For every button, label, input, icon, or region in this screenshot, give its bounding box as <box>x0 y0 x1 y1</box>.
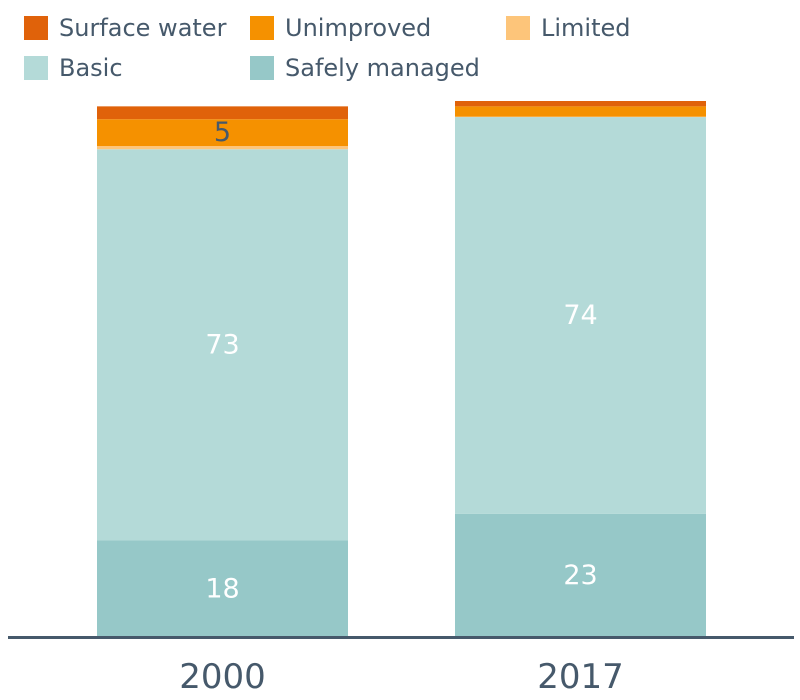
x-tick-2000: 2000 <box>179 657 266 697</box>
legend-label-safely-managed: Safely managed <box>285 54 480 82</box>
legend-item-safely-managed: Safely managed <box>250 54 480 82</box>
data-label-basic-2017: 74 <box>563 300 597 331</box>
data-label-safely-managed-2000: 18 <box>205 573 239 604</box>
bar-surface-water-2000 <box>97 106 348 120</box>
legend-swatch-unimproved <box>250 16 274 40</box>
legend-item-unimproved: Unimproved <box>250 14 431 42</box>
x-tick-2017: 2017 <box>537 657 624 697</box>
legend-swatch-surface-water <box>24 16 48 40</box>
bar-limited-2017 <box>455 116 706 118</box>
legend-item-basic: Basic <box>24 54 123 82</box>
bar-limited-2000 <box>97 146 348 150</box>
legend-swatch-basic <box>24 56 48 80</box>
data-labels: 18 73 5 23 74 <box>205 117 597 604</box>
bar-basic-2000 <box>97 149 348 541</box>
legend-item-limited: Limited <box>506 14 631 42</box>
bar-safely-managed-2017 <box>455 513 706 637</box>
bar-basic-2017 <box>455 117 706 514</box>
x-axis-ticks: 2000 2017 <box>179 657 624 697</box>
bar-safely-managed-2000 <box>97 540 348 637</box>
legend: Surface water Unimproved Limited Basic Safel… <box>24 14 631 82</box>
legend-item-surface-water: Surface water <box>24 14 227 42</box>
bar-unimproved-2017 <box>455 106 706 117</box>
data-label-safely-managed-2017: 23 <box>563 560 597 591</box>
bar-surface-water-2017 <box>455 101 706 107</box>
legend-swatch-safely-managed <box>250 56 274 80</box>
legend-swatch-limited <box>506 16 530 40</box>
data-label-unimproved-2000: 5 <box>214 117 231 148</box>
bars <box>97 101 706 637</box>
data-label-basic-2000: 73 <box>205 329 239 360</box>
bar-unimproved-2000 <box>97 119 348 147</box>
legend-label-surface-water: Surface water <box>59 14 227 42</box>
legend-label-basic: Basic <box>59 54 123 82</box>
legend-label-limited: Limited <box>541 14 631 42</box>
legend-label-unimproved: Unimproved <box>285 14 431 42</box>
